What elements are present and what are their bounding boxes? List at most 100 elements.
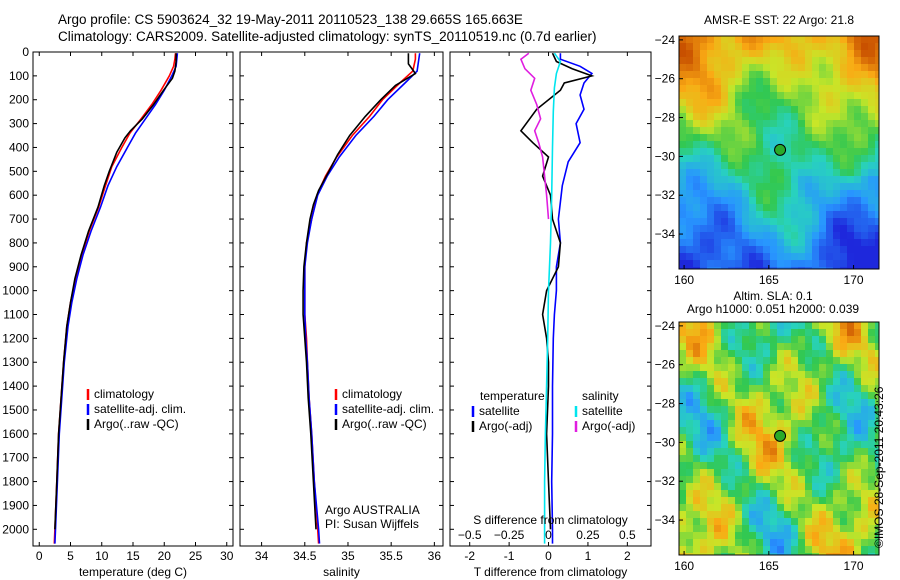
- sst-map-cell: [756, 267, 763, 269]
- sst-map-cell: [728, 50, 735, 57]
- sst-map-cell: [812, 253, 819, 260]
- sla-map-cell: [868, 525, 875, 532]
- sla-map-cell: [686, 420, 693, 427]
- sla-map-cell: [847, 483, 854, 490]
- sst-map-cell: [763, 183, 770, 190]
- sla-map-cell: [833, 392, 840, 399]
- sst-map-cell: [826, 239, 833, 246]
- sst-map-cell: [735, 148, 742, 155]
- sla-map-cell: [840, 483, 847, 490]
- sst-map-cell: [742, 120, 749, 127]
- sst-map-cell: [742, 176, 749, 183]
- sla-map-lat-label: −34: [655, 513, 676, 527]
- sla-map-cell: [728, 490, 735, 497]
- sst-map-cell: [693, 197, 700, 204]
- sla-map-cell: [735, 518, 742, 525]
- sst-map-cell: [707, 141, 714, 148]
- sst-map-cell: [742, 190, 749, 197]
- sst-map-cell: [777, 239, 784, 246]
- sst-map-cell: [798, 36, 805, 43]
- sst-map-cell: [812, 155, 819, 162]
- sla-map-cell: [847, 350, 854, 357]
- sst-map-cell: [707, 106, 714, 113]
- sla-map-cell: [861, 420, 868, 427]
- sla-map-cell: [749, 532, 756, 539]
- sla-map-cell: [763, 329, 770, 336]
- sst-map-cell: [875, 127, 879, 134]
- sst-map-cell: [791, 204, 798, 211]
- sla-map-title: Argo h1000: 0.051 h2000: 0.039: [687, 302, 859, 316]
- sst-map-cell: [805, 43, 812, 50]
- legend-temperature-heading: temperature: [480, 389, 545, 403]
- sst-map-cell: [686, 155, 693, 162]
- sla-map-cell: [749, 406, 756, 413]
- sla-map-cell: [847, 518, 854, 525]
- sst-map-cell: [749, 239, 756, 246]
- sst-map-cell: [763, 106, 770, 113]
- sst-map-cell: [819, 197, 826, 204]
- sla-map-cell: [805, 448, 812, 455]
- sla-map-cell: [770, 364, 777, 371]
- sst-map-cell: [735, 99, 742, 106]
- sst-map-cell: [749, 267, 756, 269]
- sla-map-cell: [700, 553, 707, 555]
- difference-xtick-label: -1: [504, 549, 515, 563]
- sst-map-cell: [679, 92, 686, 99]
- sla-map-cell: [784, 343, 791, 350]
- sst-map-cell: [735, 211, 742, 218]
- sla-map-cell: [847, 329, 854, 336]
- sla-map-cell: [721, 392, 728, 399]
- sla-map-cell: [728, 399, 735, 406]
- sla-map-cell: [728, 434, 735, 441]
- temperature-legend-entry: Argo(..raw -QC): [94, 417, 179, 431]
- sla-map-cell: [826, 357, 833, 364]
- sla-map-cell: [833, 434, 840, 441]
- sst-map-cell: [735, 176, 742, 183]
- sst-map-cell: [756, 204, 763, 211]
- sst-map-cell: [840, 253, 847, 260]
- sla-map-cell: [714, 427, 721, 434]
- sla-map-cell: [805, 532, 812, 539]
- figure-title-line-1: Argo profile: CS 5903624_32 19-May-2011 …: [58, 12, 523, 27]
- sst-map-cell: [735, 183, 742, 190]
- sst-map-cell: [784, 127, 791, 134]
- sst-map-cell: [679, 113, 686, 120]
- sst-map-cell: [756, 141, 763, 148]
- sst-map-cell: [742, 211, 749, 218]
- sla-map-cell: [840, 476, 847, 483]
- sst-map-cell: [875, 92, 879, 99]
- depth-tick-label: 1600: [2, 427, 29, 441]
- sst-map-cell: [798, 176, 805, 183]
- sla-map-cell: [868, 532, 875, 539]
- sla-map-cell: [714, 322, 721, 329]
- sla-map-cell: [875, 546, 879, 553]
- sla-map-cell: [756, 532, 763, 539]
- sst-map-cell: [840, 260, 847, 267]
- sst-map-cell: [875, 43, 879, 50]
- sst-map-cell: [868, 204, 875, 211]
- sla-map-cell: [756, 476, 763, 483]
- sst-map-cell: [854, 78, 861, 85]
- sst-map-cell: [735, 169, 742, 176]
- sla-map-cell: [679, 343, 686, 350]
- sla-map-cell: [826, 385, 833, 392]
- sst-map-cell: [749, 225, 756, 232]
- sst-map-cell: [798, 218, 805, 225]
- sst-map-title: AMSR-E SST: 22 Argo: 21.8: [704, 13, 854, 27]
- sla-map-cell: [714, 420, 721, 427]
- temperature-xtick-label: 10: [95, 549, 109, 563]
- sst-map-cell: [749, 92, 756, 99]
- sst-map-cell: [875, 85, 879, 92]
- sla-map-cell: [763, 399, 770, 406]
- sst-map-cell: [770, 50, 777, 57]
- sla-map-cell: [791, 504, 798, 511]
- sst-map-cell: [756, 85, 763, 92]
- sst-map-cell: [707, 71, 714, 78]
- sla-map-cell: [840, 406, 847, 413]
- sla-map-cell: [707, 441, 714, 448]
- sla-map-cell: [742, 455, 749, 462]
- sla-map-cell: [742, 546, 749, 553]
- sla-map-cell: [840, 497, 847, 504]
- sla-map-cell: [875, 329, 879, 336]
- sla-map-cell: [854, 357, 861, 364]
